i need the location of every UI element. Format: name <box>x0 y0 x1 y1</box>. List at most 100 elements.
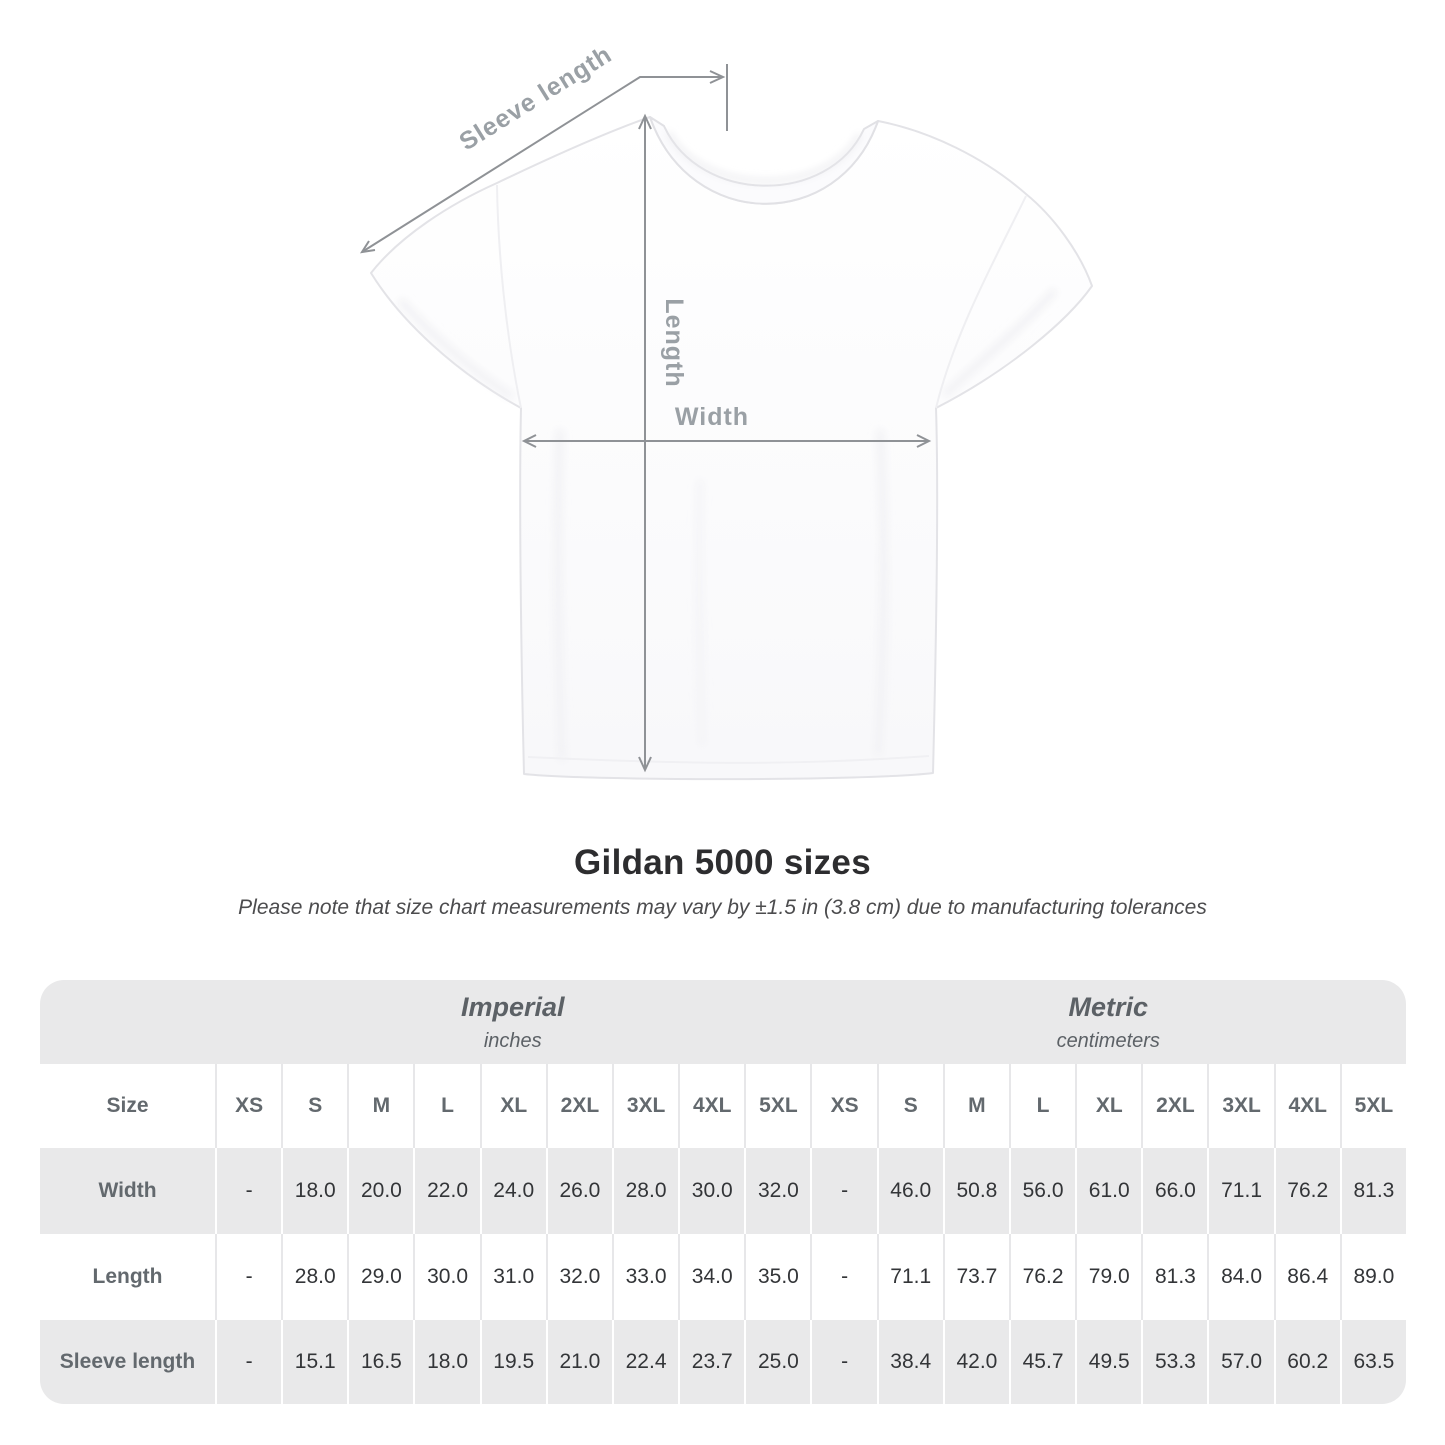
size-column-header: XL <box>1075 1064 1141 1148</box>
width-value-cell: 32.0 <box>744 1148 810 1234</box>
length-value-cell: - <box>810 1234 876 1320</box>
width-value-cell: 30.0 <box>678 1148 744 1234</box>
length-value-cell: 79.0 <box>1075 1234 1141 1320</box>
fabric-folds <box>397 287 1058 761</box>
tshirt-body <box>370 116 1093 781</box>
metric-header: Metric centimeters <box>811 980 1407 1064</box>
unit-band: Imperial inches Metric centimeters <box>40 980 1406 1064</box>
width-value-cell: 28.0 <box>611 1148 678 1234</box>
length-value-cell: 81.3 <box>1141 1234 1207 1320</box>
sleeve-length-value-cell: - <box>810 1320 876 1404</box>
length-value-cell: 76.2 <box>1008 1234 1075 1320</box>
sleeve-length-value-cell: 21.0 <box>545 1320 612 1404</box>
length-label: Length <box>660 298 688 387</box>
length-value-cell: - <box>215 1234 281 1320</box>
width-value-cell: 61.0 <box>1075 1148 1141 1234</box>
length-value-cell: 31.0 <box>479 1234 546 1320</box>
band-spacer <box>40 980 215 1064</box>
length-value-cell: 73.7 <box>942 1234 1009 1320</box>
width-value-cell: 81.3 <box>1339 1148 1406 1234</box>
sleeve-length-value-cell: 49.5 <box>1075 1320 1141 1404</box>
length-value-cell: 29.0 <box>347 1234 413 1320</box>
width-value-cell: 26.0 <box>545 1148 612 1234</box>
width-arrowhead-right <box>916 434 932 448</box>
right-sleeve-seam <box>935 195 1027 409</box>
width-value-cell: 56.0 <box>1008 1148 1075 1234</box>
row-label-sleeve-length: Sleeve length <box>59 1350 196 1373</box>
width-value-cell: 22.0 <box>413 1148 479 1234</box>
tolerance-note: Please note that size chart measurements… <box>238 896 1207 919</box>
sleeve-length-value-cell: 23.7 <box>678 1320 744 1404</box>
tshirt-illustration <box>370 116 1093 781</box>
size-column-header: 4XL <box>678 1064 744 1148</box>
left-sleeve-seam <box>496 184 522 409</box>
length-arrowhead-bottom <box>638 756 652 773</box>
size-column-header: L <box>413 1064 479 1148</box>
sleeve-length-value-cell: 16.5 <box>347 1320 413 1404</box>
sleeve-length-value-cell: 42.0 <box>942 1320 1009 1404</box>
size-column-header: 2XL <box>545 1064 612 1148</box>
length-value-cell: 84.0 <box>1207 1234 1273 1320</box>
width-value-cell: 66.0 <box>1141 1148 1207 1234</box>
size-column-header: XS <box>810 1064 876 1148</box>
size-column-header: 5XL <box>744 1064 810 1148</box>
size-column-header: 3XL <box>1207 1064 1273 1148</box>
length-value-cell: 86.4 <box>1273 1234 1340 1320</box>
size-column-header: S <box>876 1064 943 1148</box>
length-value-cell: 33.0 <box>611 1234 678 1320</box>
tshirt-collar <box>649 116 879 205</box>
page-title: Gildan 5000 sizes <box>574 843 871 882</box>
size-column-header: S <box>281 1064 347 1148</box>
size-corner-label: Size <box>106 1094 149 1117</box>
width-value-cell: - <box>215 1148 281 1234</box>
metric-title: Metric <box>1068 991 1149 1022</box>
size-column-header: XL <box>479 1064 546 1148</box>
sleeve-length-value-cell: 60.2 <box>1273 1320 1340 1404</box>
size-header-row: Size XS S M L XL 2XL 3XL 4XL 5XL XS S M … <box>40 1064 1406 1148</box>
sleeve-length-value-cell: 18.0 <box>413 1320 479 1404</box>
table-row-width: Width - 18.0 20.0 22.0 24.0 26.0 28.0 30… <box>40 1148 1406 1234</box>
length-value-cell: 28.0 <box>281 1234 347 1320</box>
size-column-header: 2XL <box>1141 1064 1207 1148</box>
size-column-header: 5XL <box>1339 1064 1406 1148</box>
tshirt-diagram-svg: Sleeve length Length Width <box>359 40 1093 781</box>
length-arrowhead-top <box>638 113 652 130</box>
length-value-cell: 30.0 <box>413 1234 479 1320</box>
row-label-length: Length <box>92 1265 163 1288</box>
hem-stitch <box>527 755 930 764</box>
size-column-header: M <box>347 1064 413 1148</box>
size-column-header: 4XL <box>1273 1064 1340 1148</box>
sleeve-length-value-cell: 63.5 <box>1339 1320 1406 1404</box>
sleeve-length-value-cell: 15.1 <box>281 1320 347 1404</box>
sleeve-length-value-cell: 38.4 <box>876 1320 943 1404</box>
sleeve-length-arrowhead-right <box>709 70 726 84</box>
table-row-sleeve-length: Sleeve length - 15.1 16.5 18.0 19.5 21.0… <box>40 1320 1406 1404</box>
width-value-cell: 76.2 <box>1273 1148 1340 1234</box>
width-value-cell: 46.0 <box>876 1148 943 1234</box>
sleeve-length-value-cell: 57.0 <box>1207 1320 1273 1404</box>
imperial-title: Imperial <box>460 991 565 1022</box>
length-value-cell: 71.1 <box>876 1234 943 1320</box>
imperial-header: Imperial inches <box>215 980 811 1064</box>
size-column-header: M <box>942 1064 1009 1148</box>
table-row-length: Length - 28.0 29.0 30.0 31.0 32.0 33.0 3… <box>40 1234 1406 1320</box>
width-value-cell: 20.0 <box>347 1148 413 1234</box>
sleeve-length-value-cell: 22.4 <box>611 1320 678 1404</box>
size-column-header: L <box>1008 1064 1075 1148</box>
tshirt-measurement-diagram: Sleeve length Length Width <box>359 40 1093 781</box>
sleeve-length-value-cell: 53.3 <box>1141 1320 1207 1404</box>
width-value-cell: 71.1 <box>1207 1148 1273 1234</box>
size-table: Imperial inches Metric centimeters Size … <box>40 980 1406 1404</box>
imperial-unit: inches <box>483 1029 542 1052</box>
row-label-width: Width <box>98 1179 157 1202</box>
collar-inner-shadow <box>666 131 862 183</box>
width-value-cell: - <box>810 1148 876 1234</box>
size-column-header: 3XL <box>611 1064 678 1148</box>
sleeve-length-value-cell: - <box>215 1320 281 1404</box>
sleeve-length-value-cell: 25.0 <box>744 1320 810 1404</box>
length-value-cell: 89.0 <box>1339 1234 1406 1320</box>
sleeve-length-arrow <box>361 76 723 253</box>
sleeve-length-value-cell: 19.5 <box>479 1320 546 1404</box>
width-value-cell: 18.0 <box>281 1148 347 1234</box>
size-column-header: XS <box>215 1064 281 1148</box>
